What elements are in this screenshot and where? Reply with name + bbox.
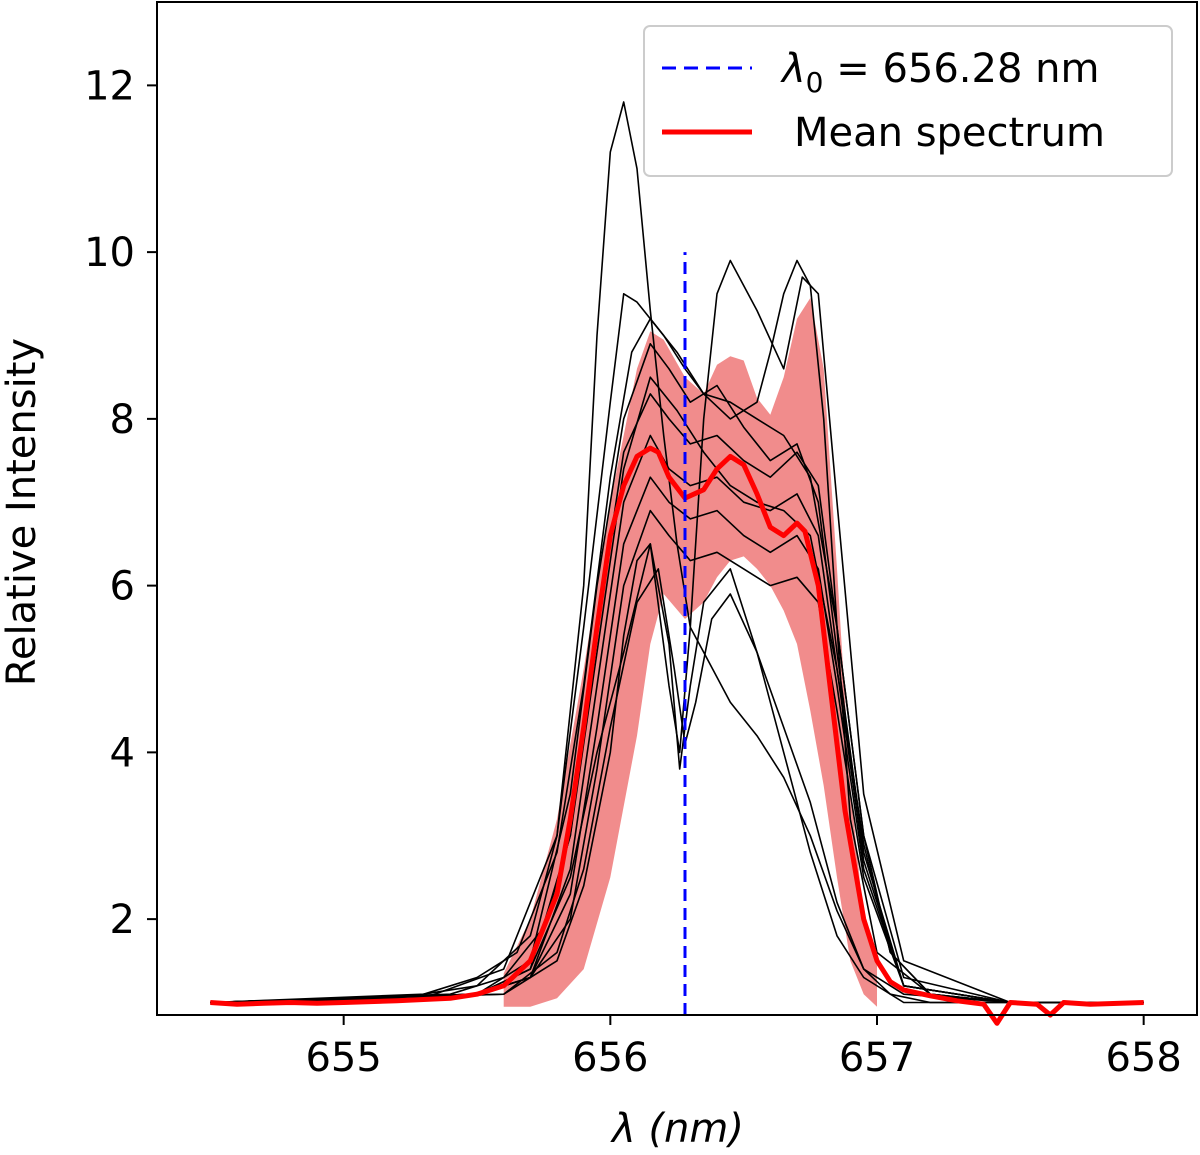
mean-spectrum-band-layer: [503, 298, 877, 1007]
legend-box: [643, 25, 1173, 177]
y-tick-label: 10: [84, 230, 135, 276]
y-tick-label: 6: [110, 564, 135, 610]
legend-reference-value: = 656.28 nm: [824, 46, 1100, 92]
individual-spectrum-10: [210, 509, 1144, 1004]
x-axis-ticks: 655 656 657 658: [305, 1015, 1182, 1081]
individual-spectrum-1: [210, 101, 1144, 1004]
y-tick-label: 8: [110, 397, 135, 443]
legend-reference-symbol: λ: [780, 46, 806, 92]
legend-reference-label: λ0 = 656.28 nm: [780, 46, 1099, 99]
x-axis-title: λ (nm): [610, 1106, 744, 1152]
y-axis-title: Relative Intensity: [0, 338, 45, 686]
mean-spectrum-line: [210, 445, 1144, 1026]
mean-spectrum-band: [503, 298, 877, 1007]
legend-reference-subscript: 0: [806, 66, 824, 99]
x-tick-label: 656: [572, 1035, 648, 1081]
y-tick-label: 4: [110, 730, 135, 776]
x-tick-label: 655: [305, 1035, 381, 1081]
y-axis-ticks: 2 4 6 8 10 12: [84, 63, 157, 943]
mean-spectrum-layer: [210, 445, 1144, 1026]
x-tick-label: 658: [1105, 1035, 1181, 1081]
x-tick-label: 657: [839, 1035, 915, 1081]
individual-spectrum-6: [210, 343, 1144, 1004]
legend: λ0 = 656.28 nm Mean spectrum: [643, 25, 1173, 177]
plot-frame: [156, 1, 1198, 1016]
individual-spectrum-5: [210, 568, 1144, 1004]
y-tick-label: 12: [84, 63, 135, 109]
individual-spectrum-4: [210, 543, 1144, 1004]
individual-spectrum-9: [210, 476, 1144, 1004]
individual-spectrum-12: [210, 318, 1144, 1004]
legend-mean-spectrum-label: Mean spectrum: [794, 110, 1105, 156]
y-tick-label: 2: [110, 897, 135, 943]
individual-spectrum-8: [210, 434, 1144, 1004]
x-axis-title-text: λ (nm): [610, 1106, 744, 1152]
